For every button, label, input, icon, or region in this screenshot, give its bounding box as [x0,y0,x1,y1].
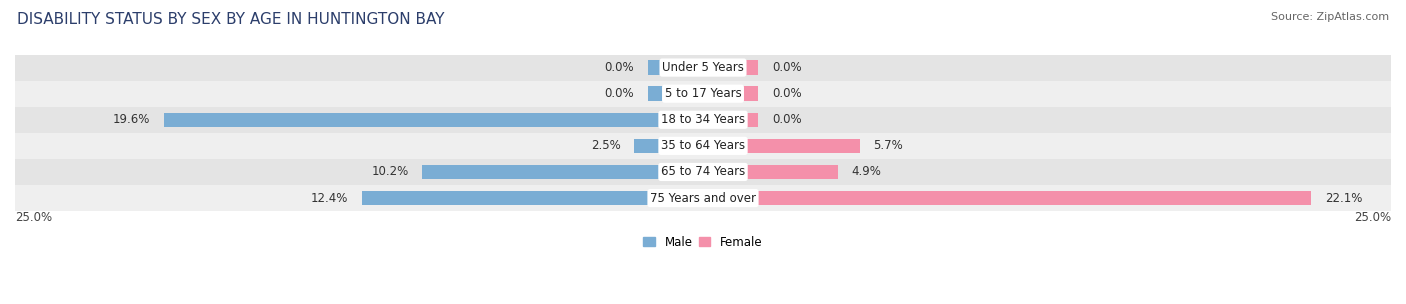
Bar [703,112,758,127]
Text: 12.4%: 12.4% [311,192,349,205]
Text: 0.0%: 0.0% [605,87,634,100]
Text: 35 to 64 Years: 35 to 64 Years [661,139,745,152]
Bar [15,133,1391,159]
Bar [361,191,703,205]
Bar [703,165,838,179]
Text: 25.0%: 25.0% [1354,211,1391,224]
Text: 5 to 17 Years: 5 to 17 Years [665,87,741,100]
Text: Under 5 Years: Under 5 Years [662,61,744,74]
Bar [15,107,1391,133]
Bar [163,112,703,127]
Text: 75 Years and over: 75 Years and over [650,192,756,205]
Bar [703,87,758,101]
Text: 2.5%: 2.5% [591,139,620,152]
Text: DISABILITY STATUS BY SEX BY AGE IN HUNTINGTON BAY: DISABILITY STATUS BY SEX BY AGE IN HUNTI… [17,12,444,27]
Bar [15,54,1391,81]
Text: 0.0%: 0.0% [772,113,801,126]
Text: 5.7%: 5.7% [873,139,904,152]
Text: 0.0%: 0.0% [605,61,634,74]
Text: 10.2%: 10.2% [371,165,409,178]
Legend: Male, Female: Male, Female [644,236,762,249]
Text: 19.6%: 19.6% [112,113,150,126]
Bar [422,165,703,179]
Bar [703,191,1312,205]
Bar [634,139,703,153]
Text: 22.1%: 22.1% [1324,192,1362,205]
Bar [648,60,703,75]
Text: 0.0%: 0.0% [772,61,801,74]
Bar [15,185,1391,211]
Bar [15,81,1391,107]
Text: 18 to 34 Years: 18 to 34 Years [661,113,745,126]
Bar [648,87,703,101]
Bar [15,159,1391,185]
Text: Source: ZipAtlas.com: Source: ZipAtlas.com [1271,12,1389,22]
Text: 0.0%: 0.0% [772,87,801,100]
Text: 65 to 74 Years: 65 to 74 Years [661,165,745,178]
Bar [703,60,758,75]
Text: 25.0%: 25.0% [15,211,52,224]
Bar [703,139,860,153]
Text: 4.9%: 4.9% [852,165,882,178]
